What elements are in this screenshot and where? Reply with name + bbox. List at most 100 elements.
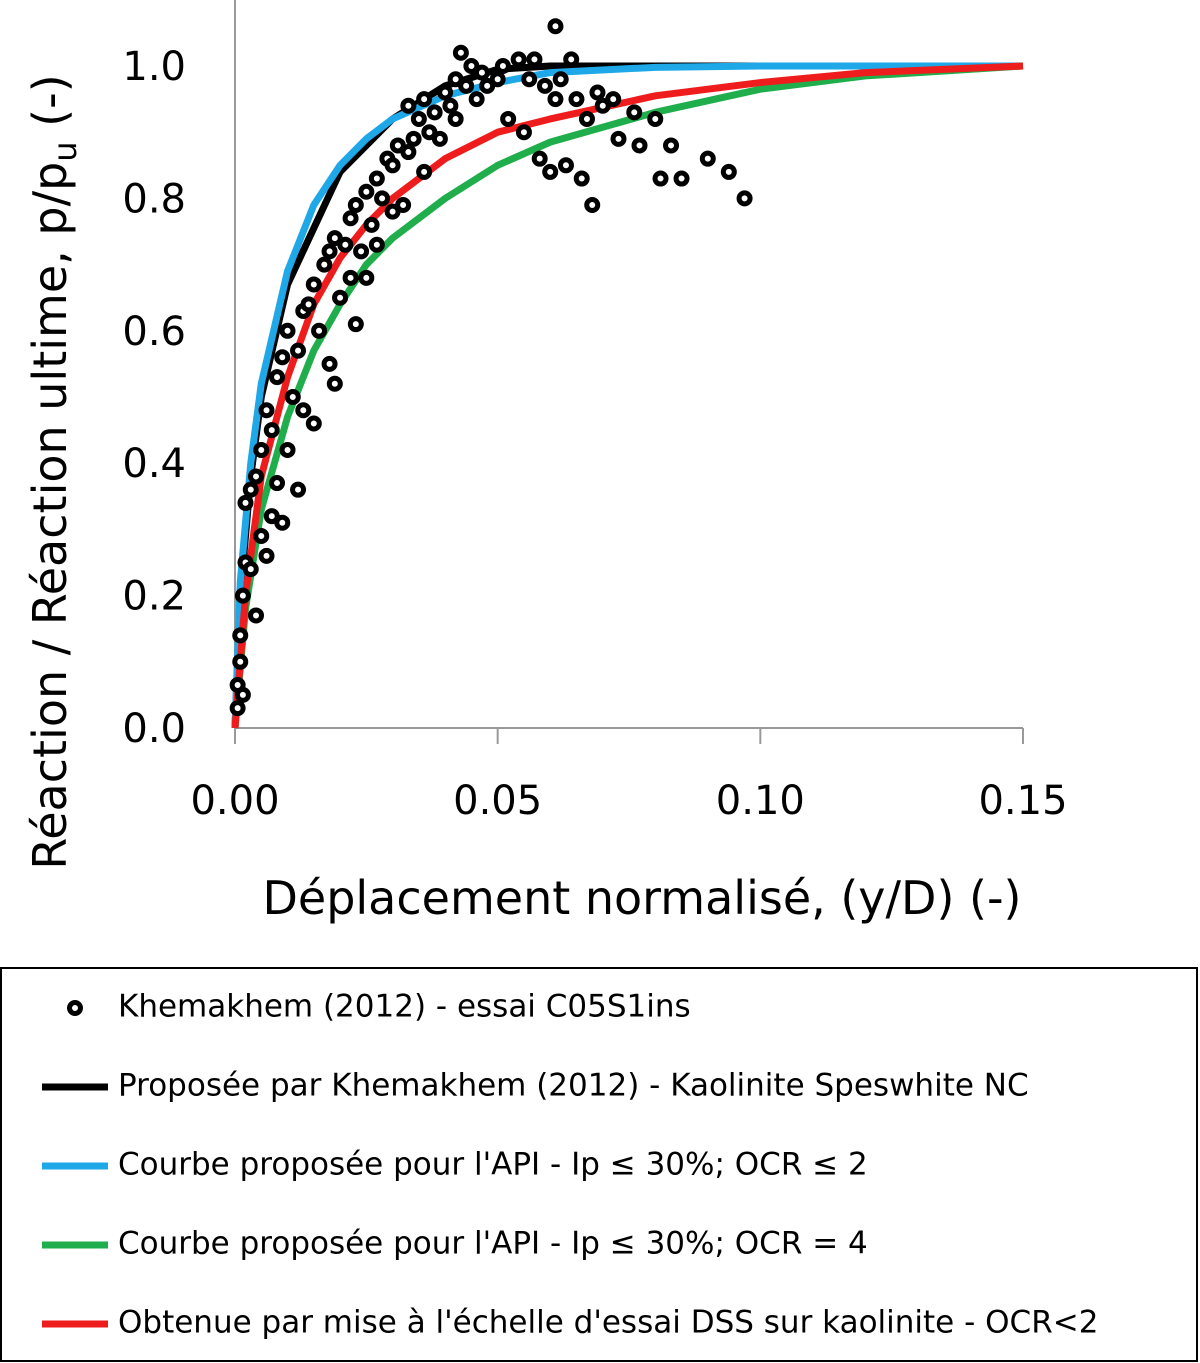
data-point: [358, 269, 375, 286]
data-point: [463, 58, 480, 74]
data-point: [663, 137, 680, 154]
y-axis-label-sub: u: [46, 141, 84, 161]
data-point: [353, 243, 370, 260]
y-tick-label: 1.0: [122, 44, 186, 90]
y-axis-label: Réaction / Réaction ultime, p/pu (-): [23, 74, 84, 869]
data-point: [510, 51, 527, 68]
y-axis-label-part: Réaction / Réaction ultime, p/p: [23, 162, 77, 870]
data-point: [342, 269, 359, 286]
data-point: [326, 230, 343, 247]
curve: [231, 62, 1023, 729]
y-tick-label: 0.0: [122, 706, 186, 752]
data-point: [279, 441, 296, 458]
data-point: [274, 514, 291, 531]
data-point: [316, 256, 333, 273]
data-point: [368, 236, 385, 253]
data-point: [384, 157, 401, 174]
data-point: [305, 415, 322, 432]
data-point: [321, 355, 338, 372]
data-point: [652, 170, 669, 187]
y-tick-label: 0.8: [122, 176, 186, 222]
data-point: [258, 547, 275, 564]
data-point: [374, 190, 391, 207]
data-point: [326, 375, 343, 392]
data-point: [290, 342, 307, 359]
data-point: [389, 137, 406, 154]
data-point: [321, 243, 338, 260]
data-point: [547, 18, 564, 35]
data-point: [234, 587, 251, 604]
data-point: [358, 183, 375, 200]
data-point: [363, 216, 380, 233]
data-point: [290, 481, 307, 498]
data-point: [279, 322, 296, 339]
data-point: [258, 402, 275, 419]
x-tick-label: 0.05: [453, 778, 542, 824]
data-point: [626, 104, 643, 121]
data-point: [248, 607, 265, 624]
data-point: [384, 203, 401, 220]
data-point: [552, 71, 569, 88]
data-point: [300, 296, 317, 313]
data-point: [263, 508, 280, 525]
data-point: [405, 130, 422, 147]
data-point: [368, 170, 385, 187]
data-point: [673, 170, 690, 187]
data-point: [489, 71, 506, 88]
data-point: [494, 58, 511, 74]
data-point: [468, 91, 485, 108]
curve: [231, 62, 1024, 729]
data-point: [232, 653, 249, 670]
data-point: [578, 110, 595, 127]
data-point: [647, 110, 664, 127]
curve: [231, 62, 1024, 729]
data-point: [229, 700, 246, 717]
data-point: [347, 316, 364, 333]
data-point: [274, 349, 291, 366]
data-point: [232, 627, 249, 644]
data-point: [248, 468, 265, 485]
data-point: [631, 137, 648, 154]
data-point: [720, 163, 737, 180]
data-point: [547, 91, 564, 108]
data-point: [284, 389, 301, 405]
data-point: [332, 289, 349, 306]
data-point: [337, 236, 354, 253]
data-point: [416, 91, 433, 108]
legend-label: Courbe proposée pour l'API - Ip ≤ 30%; O…: [118, 1147, 868, 1183]
data-point: [563, 51, 580, 68]
data-point: [269, 369, 286, 386]
data-point: [347, 197, 364, 214]
data-point: [416, 163, 433, 180]
x-tick-label: 0.10: [716, 778, 805, 824]
data-point: [269, 475, 286, 492]
y-axis-label-part: (-): [23, 74, 77, 141]
y-tick-label: 0.6: [122, 309, 186, 355]
data-point: [610, 130, 627, 147]
y-tick-label: 0.4: [122, 441, 186, 487]
data-point: [442, 97, 459, 114]
legend-label: Proposée par Khemakhem (2012) - Kaolinit…: [118, 1068, 1029, 1104]
data-point: [452, 44, 469, 61]
data-point: [699, 150, 716, 167]
plot-area: 0.0 0.2 0.4 0.6 0.8 1.0 0.00 0.05 0.10 0.15: [122, 0, 1068, 824]
legend-box: [0, 967, 1198, 1362]
x-axis-label: Déplacement normalisé, (y/D) (-): [262, 871, 1021, 925]
data-point: [536, 77, 553, 94]
data-point: [557, 157, 574, 174]
legend: Khemakhem (2012) - essai C05S1ins Proposé…: [42, 989, 1098, 1341]
data-point: [253, 441, 270, 458]
legend-label: Obtenue par mise à l'échelle d'essai DSS…: [118, 1305, 1098, 1341]
data-point: [342, 210, 359, 227]
data-point: [395, 197, 412, 214]
data-point: [242, 481, 259, 498]
y-tick-label: 0.2: [122, 574, 186, 620]
data-point: [410, 110, 427, 127]
data-point: [531, 150, 548, 167]
legend-label: Khemakhem (2012) - essai C05S1ins: [118, 989, 691, 1025]
data-point: [605, 91, 622, 108]
data-point: [400, 97, 417, 114]
data-point: [437, 84, 454, 101]
data-point: [426, 104, 443, 121]
data-point: [237, 494, 254, 511]
